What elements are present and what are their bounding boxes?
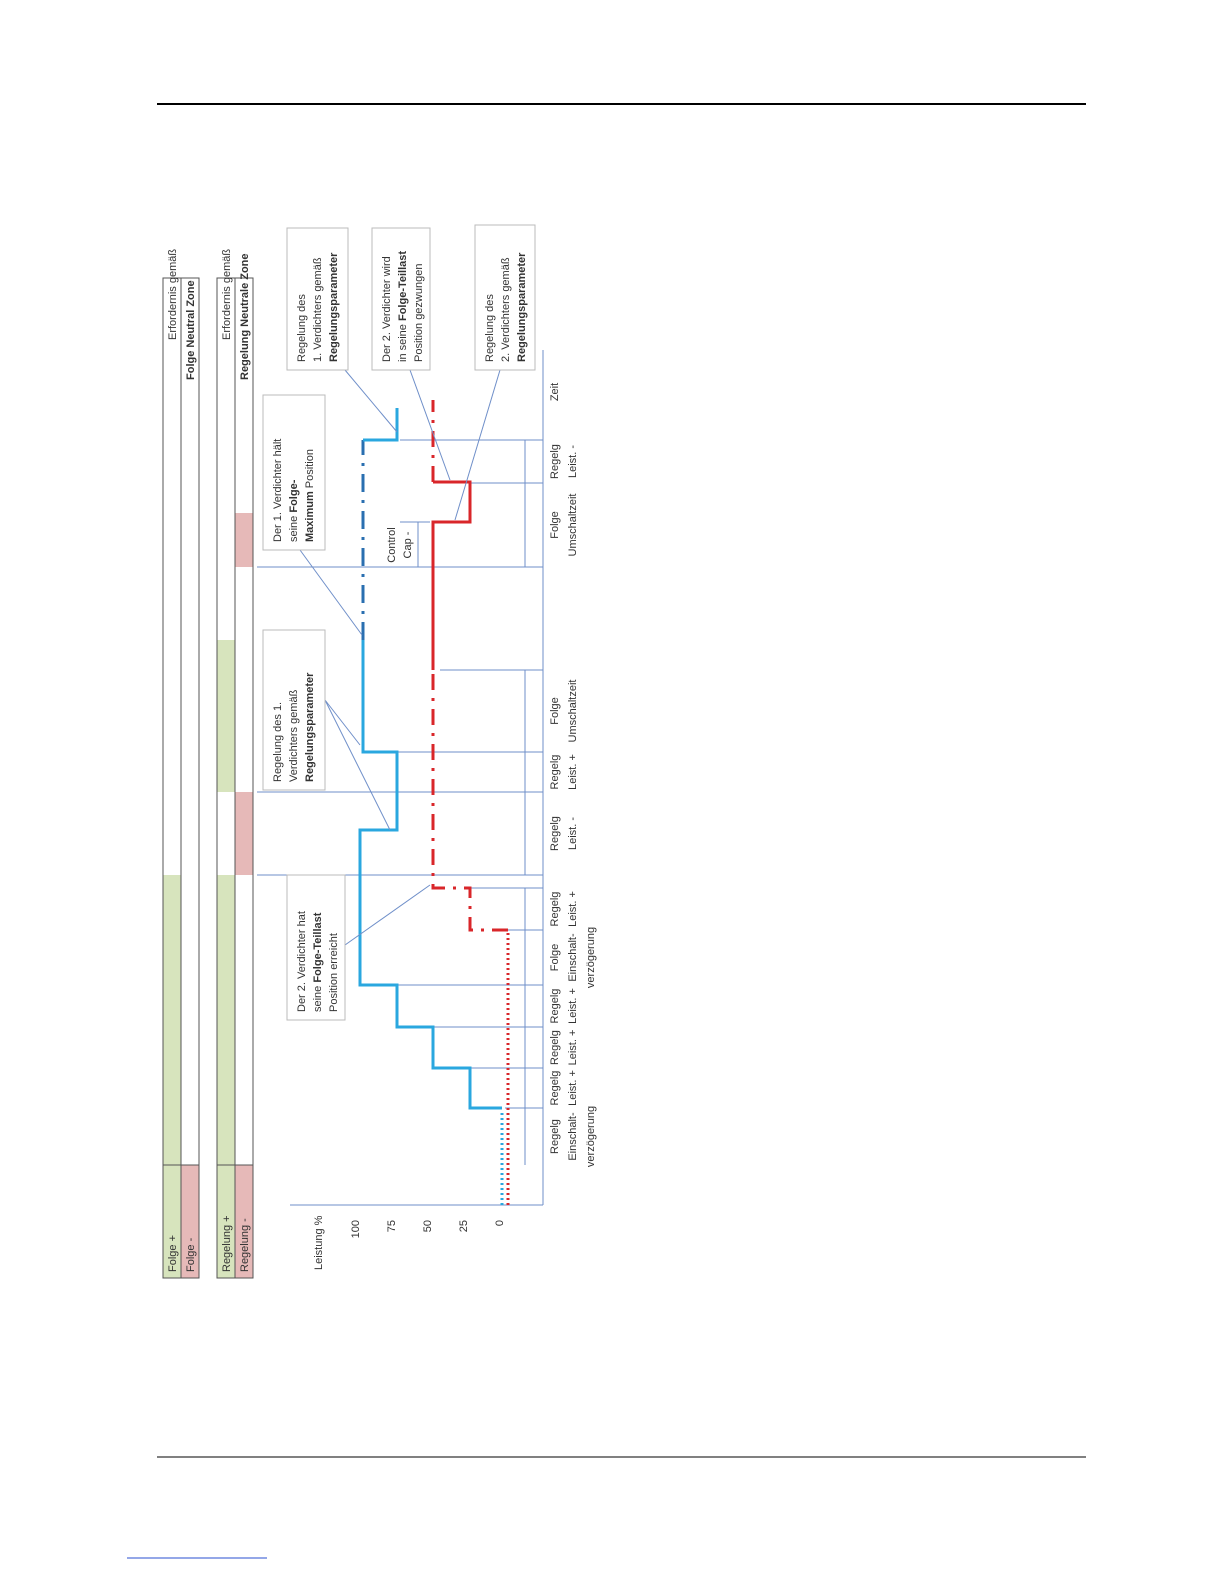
callout-line: 1. Verdichters gemäß — [312, 257, 324, 362]
phase-label: Leist. + — [567, 891, 579, 927]
phase-label: Einschalt- — [567, 1112, 579, 1161]
phase-label: Regelg — [549, 892, 561, 927]
callout-line: Maximum Position — [304, 449, 316, 542]
cap-label: Cap - — [402, 531, 414, 558]
callout-line: Verdichters gemäß — [288, 689, 300, 782]
callout-text: 1. Verdichters gemäß — [312, 257, 324, 362]
phase-label: verzögerung — [585, 927, 597, 988]
time-label: Zeit — [549, 383, 561, 401]
callout-text: Regelung des 1. — [272, 702, 284, 782]
callout-text: Verdichters gemäß — [288, 689, 300, 782]
callout-line: Der 2. Verdichter wird — [381, 256, 393, 362]
phase-label: Umschaltzeit — [567, 494, 579, 557]
callout-text: Position erreicht — [328, 933, 340, 1012]
phase-label: Folge — [549, 511, 561, 539]
callout-text: Der 2. Verdichter hat — [296, 911, 308, 1012]
axis-tick: 0 — [494, 1220, 506, 1226]
callout-box — [474, 224, 536, 371]
phase-label: Folge — [549, 697, 561, 725]
callout-line: Position erreicht — [328, 933, 340, 1012]
callout-text: Der 1. Verdichter hält — [272, 439, 284, 542]
callout-text: 2. Verdichters gemäß — [500, 257, 512, 362]
callout-line: Der 2. Verdichter hat — [296, 911, 308, 1012]
callout-line: Regelung des 1. — [272, 702, 284, 782]
callout-line: 2. Verdichters gemäß — [500, 257, 512, 362]
callout-text: Maximum — [304, 491, 316, 542]
callout-text: Der 2. Verdichter wird — [381, 256, 393, 362]
callout-line: seine Folge- — [288, 479, 300, 542]
phase-label: Leist. + — [567, 1070, 579, 1106]
callout-text: Regelungsparameter — [516, 252, 528, 362]
callout-box — [286, 874, 346, 1021]
callout-text: seine — [312, 983, 324, 1012]
callout-text: Folge-Teillast — [397, 251, 409, 321]
phase-label: Regelg — [549, 1030, 561, 1065]
zone-header: Erfordernis gemäß — [167, 249, 179, 340]
axis-label: Leistung % — [313, 1215, 325, 1270]
callout-text: Position gezwungen — [413, 264, 425, 362]
zone-header-bold: Regelung Neutrale Zone — [239, 253, 251, 380]
phase-label: Leist. + — [567, 754, 579, 790]
callout-text: Folge- — [288, 479, 300, 512]
callout-text: Regelung des — [296, 294, 308, 362]
phase-label: Regelg — [549, 989, 561, 1024]
callout-box — [286, 227, 349, 371]
callout-arrows — [299, 369, 501, 946]
callout-line: Regelung des — [484, 294, 496, 362]
callout-line: Regelungsparameter — [516, 252, 528, 362]
phase-label: Regelg — [549, 755, 561, 790]
zone-header-bold: Folge Neutral Zone — [185, 280, 197, 380]
zone-plus: Folge + — [167, 1235, 179, 1272]
callout-line: Regelung des — [296, 294, 308, 362]
phase-label: Regelg — [549, 1119, 561, 1154]
cap-label: Control — [386, 527, 398, 562]
callout-box — [262, 394, 326, 551]
phase-label: Leist. - — [567, 817, 579, 850]
phase-label: Regelg — [549, 1071, 561, 1106]
axis-tick: 100 — [350, 1220, 362, 1238]
zone-minus: Regelung - — [239, 1218, 251, 1272]
callout-text: seine — [288, 513, 300, 542]
callout-line: Regelungsparameter — [328, 252, 340, 362]
phase-label: Umschaltzeit — [567, 680, 579, 743]
callout-boxes — [262, 224, 536, 1021]
callout-text: Regelung des — [484, 294, 496, 362]
callout-line: seine Folge-Teillast — [312, 912, 324, 1012]
zone-minus: Folge - — [185, 1237, 197, 1272]
callout-text: Position — [304, 449, 316, 491]
callout-text: Regelungsparameter — [304, 672, 316, 782]
phase-label: Regelg — [549, 444, 561, 479]
callout-text: in seine — [397, 321, 409, 362]
callout-text: Regelungsparameter — [328, 252, 340, 362]
callout-line: Regelungsparameter — [304, 672, 316, 782]
axis-tick: 50 — [422, 1220, 434, 1232]
phase-label: Einschalt- — [567, 933, 579, 982]
axis-tick: 75 — [386, 1220, 398, 1232]
phase-label: Regelg — [549, 816, 561, 851]
zones — [162, 277, 254, 1279]
callout-text: Folge-Teillast — [312, 912, 324, 982]
phase-label: verzögerung — [585, 1106, 597, 1167]
phase-label: Leist. + — [567, 1030, 579, 1066]
phase-label: Leist. + — [567, 988, 579, 1024]
phase-label: Leist. - — [567, 445, 579, 478]
callout-line: in seine Folge-Teillast — [397, 251, 409, 362]
zone-plus: Regelung + — [221, 1215, 233, 1272]
phase-label: Folge — [549, 944, 561, 972]
callout-line: Der 1. Verdichter hält — [272, 439, 284, 542]
curves — [358, 400, 510, 1205]
zone-header: Erfordernis gemäß — [221, 249, 233, 340]
axis-tick: 25 — [458, 1220, 470, 1232]
callout-line: Position gezwungen — [413, 264, 425, 362]
callout-box — [262, 629, 326, 791]
callout-box — [371, 227, 431, 371]
